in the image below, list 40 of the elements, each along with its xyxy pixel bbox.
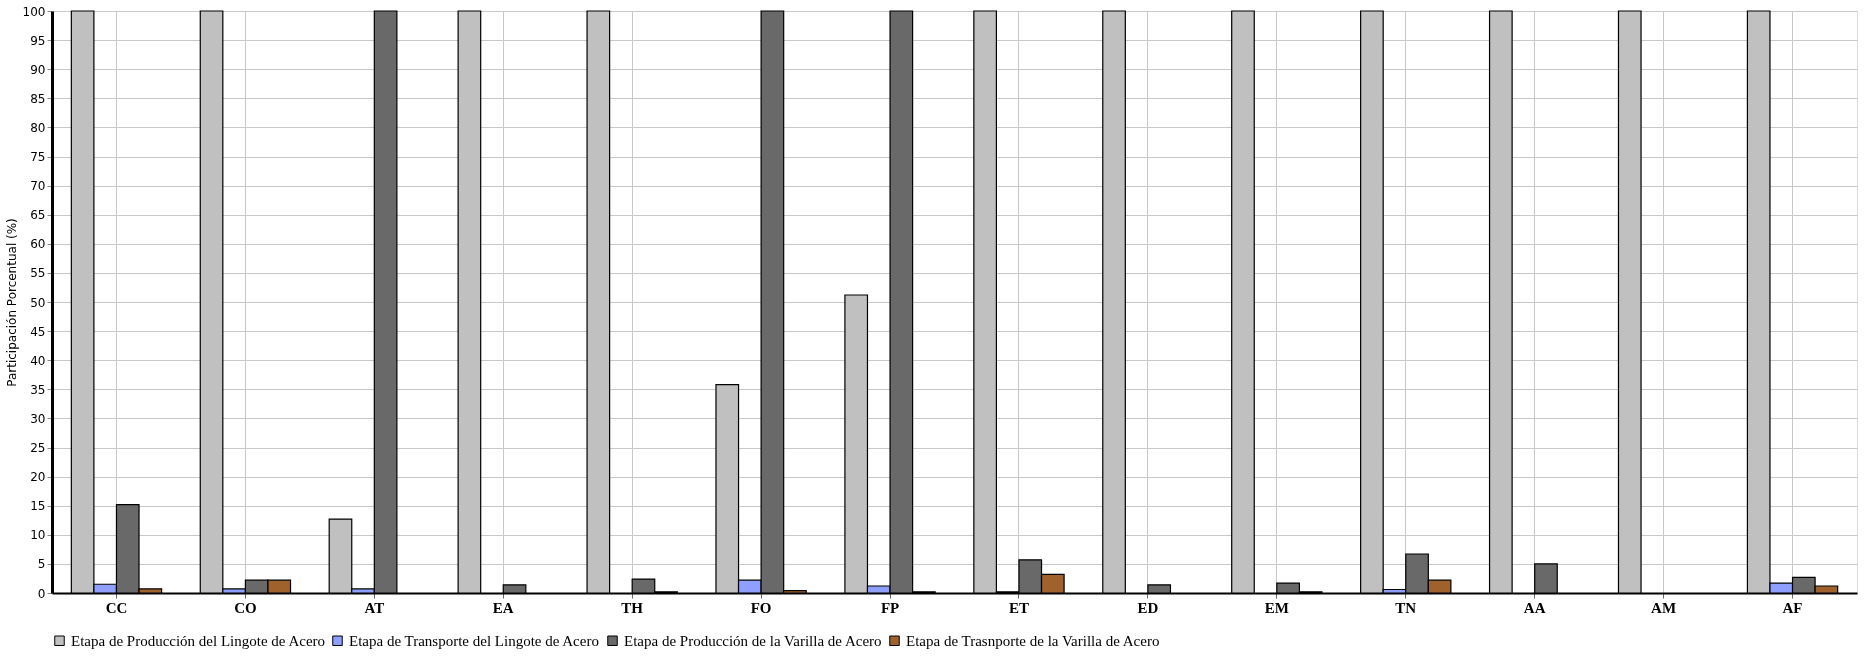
- y-tick-label: 75: [30, 150, 46, 164]
- legend-label: Etapa de Trasnporte de la Varilla de Acero: [906, 632, 1160, 649]
- x-tick-label: FP: [880, 599, 900, 616]
- x-tick-label: TH: [621, 599, 644, 616]
- x-tick-label: EA: [492, 599, 514, 616]
- y-tick-label: 60: [30, 237, 46, 252]
- y-tick-label: 15: [30, 499, 46, 514]
- x-tick-label: ED: [1137, 599, 1159, 616]
- y-tick-label: 30: [30, 411, 46, 426]
- y-tick-label: 5: [37, 557, 46, 572]
- legend-label: Etapa de Transporte del Lingote de Acero: [349, 632, 599, 649]
- y-tick-label: 10: [30, 528, 46, 543]
- x-tick-label: ET: [1008, 599, 1029, 616]
- x-tick-label: TN: [1395, 599, 1417, 616]
- y-tick-label: 70: [30, 179, 46, 194]
- x-tick-label: AM: [1651, 599, 1677, 616]
- y-tick-label: 80: [30, 120, 46, 135]
- x-tick-label: CO: [234, 599, 257, 616]
- y-axis-title: Participación Porcentual (%): [4, 218, 19, 387]
- x-tick-label: FO: [750, 599, 772, 616]
- y-tick-label: 40: [30, 353, 46, 368]
- x-tick-label: AA: [1523, 599, 1546, 616]
- y-tick-label: 95: [30, 33, 46, 48]
- y-tick-label: 50: [30, 295, 46, 310]
- y-tick-label: 0: [37, 586, 46, 601]
- y-tick-label: 55: [30, 266, 46, 281]
- x-tick-label: CC: [105, 599, 128, 616]
- y-tick-label: 25: [30, 441, 46, 455]
- y-tick-label: 65: [30, 208, 46, 223]
- legend-label: Etapa de Producción del Lingote de Acero: [71, 632, 326, 649]
- y-tick-label: 35: [30, 382, 46, 397]
- legend-label: Etapa de Producción de la Varilla de Acero: [624, 632, 882, 649]
- y-tick-label: 100: [22, 4, 46, 19]
- y-tick-label: 20: [30, 470, 46, 485]
- x-tick-label: AF: [1782, 599, 1803, 616]
- x-tick-label: EM: [1264, 599, 1289, 616]
- y-tick-label: 90: [30, 62, 46, 77]
- y-tick-label: 45: [30, 324, 46, 339]
- x-tick-label: AT: [364, 599, 385, 616]
- y-tick-label: 85: [30, 91, 46, 106]
